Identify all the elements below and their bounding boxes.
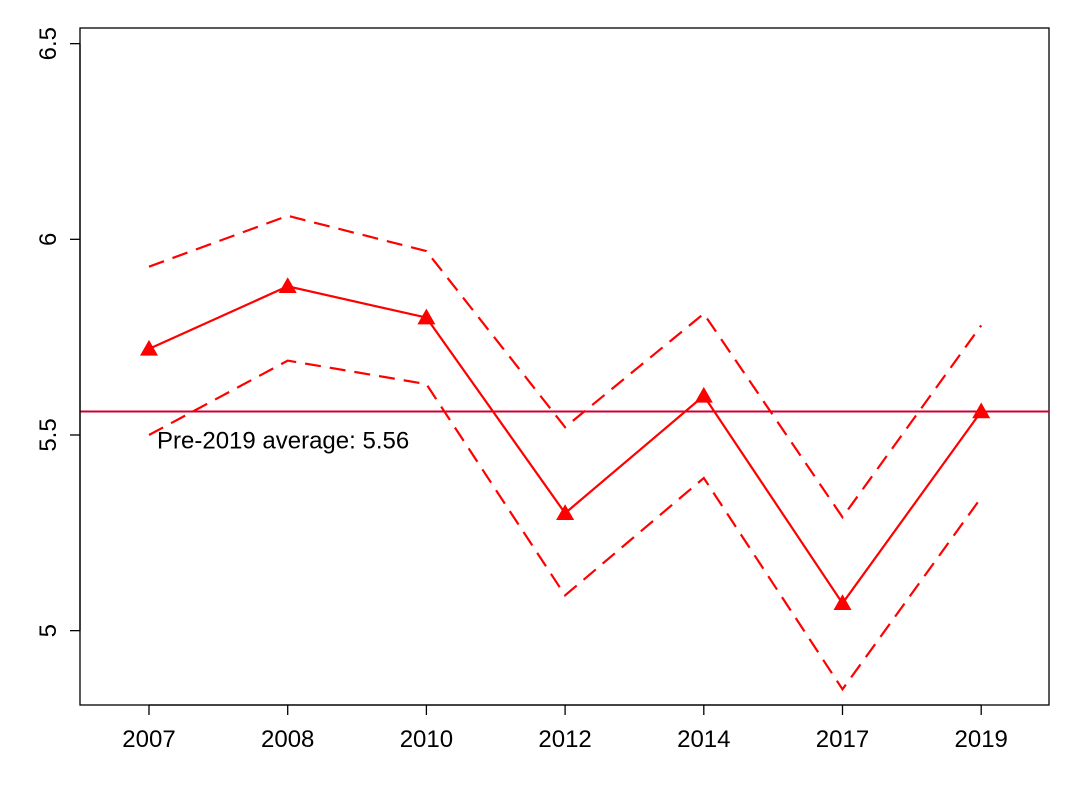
x-tick-label: 2019 [955, 726, 1008, 753]
reference-line-group: Pre-2019 average: 5.56 [80, 410, 1049, 455]
y-axis: 5 5.5 6 6.5 [35, 27, 81, 637]
x-tick-label: 2010 [400, 726, 453, 753]
reference-line-label: Pre-2019 average: 5.56 [157, 428, 409, 455]
data-point [278, 277, 297, 294]
data-point [833, 594, 852, 611]
upper-ci-line [148, 214, 983, 520]
x-tick-label: 2007 [122, 726, 175, 753]
x-tick-label: 2017 [816, 726, 869, 753]
x-tick-label: 2012 [538, 726, 591, 753]
marker-group [140, 277, 991, 611]
x-axis: 2007 2008 2010 2012 2014 2017 2019 [122, 704, 1008, 753]
data-point [694, 386, 713, 403]
x-tick-label: 2008 [261, 726, 314, 753]
data-point [556, 504, 575, 520]
y-tick-label: 5.5 [35, 418, 62, 451]
lower-ci-line [148, 359, 983, 692]
data-point [417, 308, 436, 325]
x-tick-label: 2014 [677, 726, 730, 753]
data-point [140, 339, 158, 356]
y-tick-label: 5 [35, 624, 62, 637]
y-tick-label: 6 [35, 233, 62, 246]
y-tick-label: 6.5 [35, 27, 62, 60]
data-point [972, 402, 991, 419]
